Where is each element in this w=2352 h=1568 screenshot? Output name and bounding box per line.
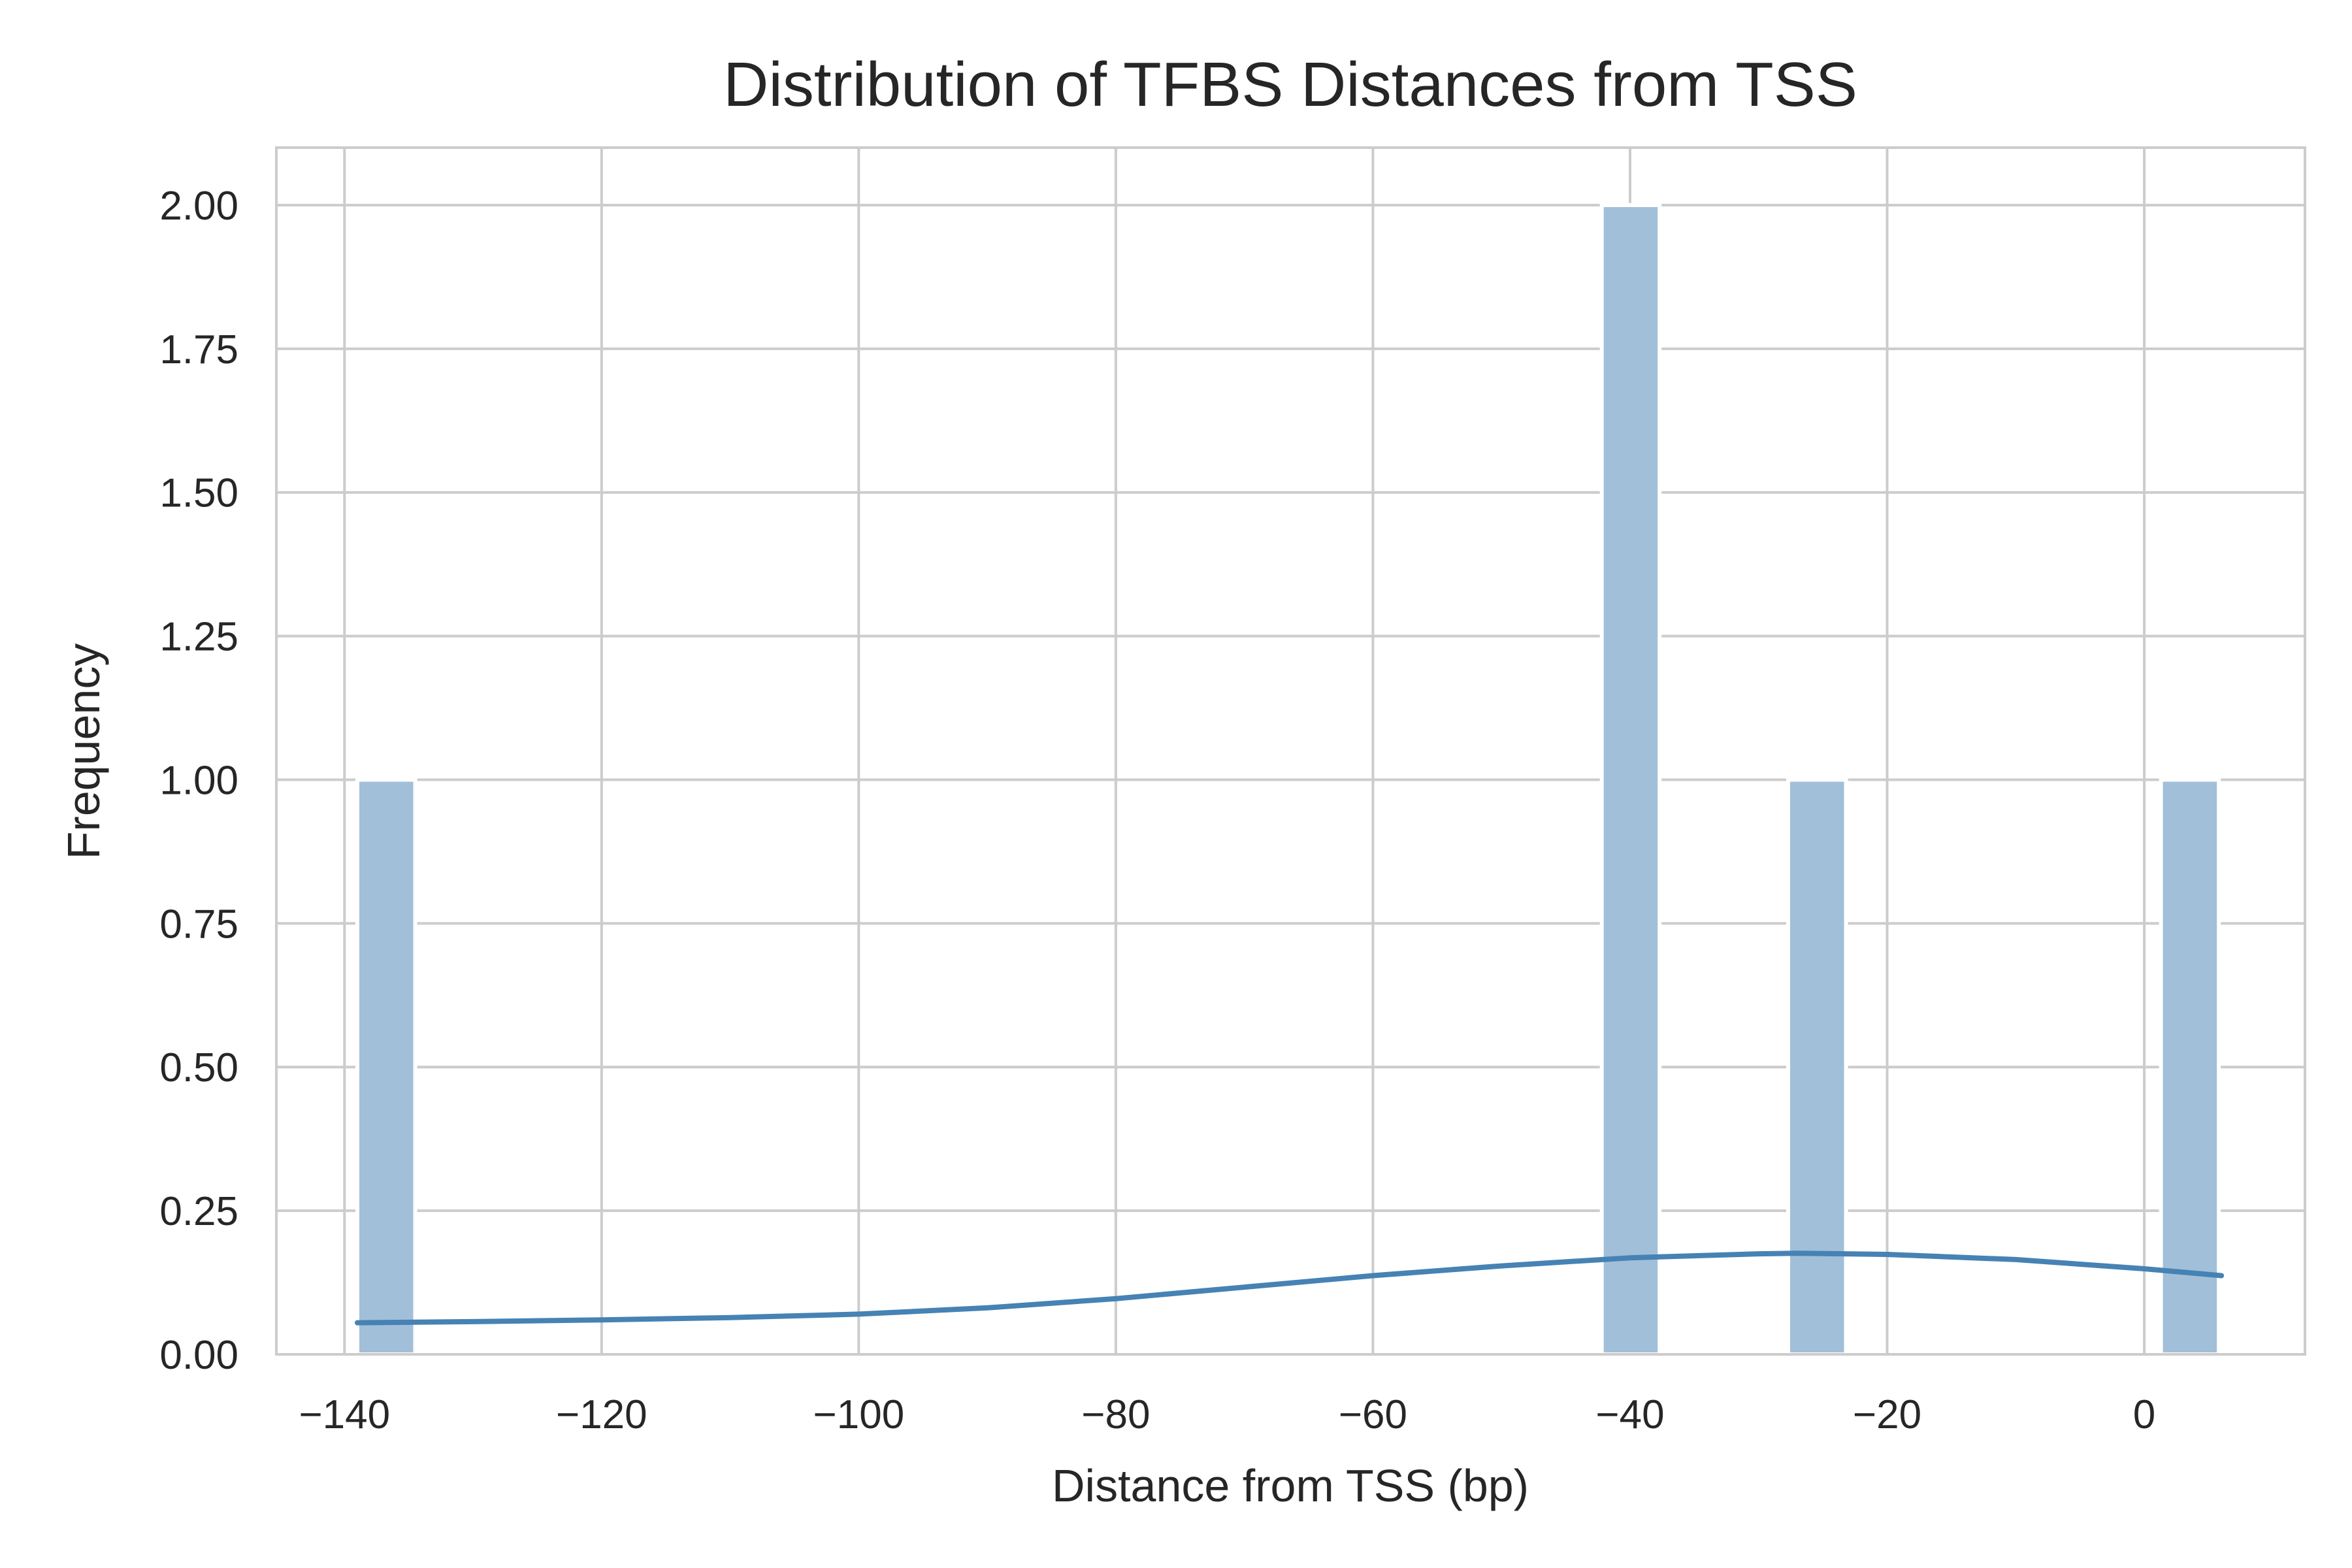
x-tick-labels: −140 −120 −100 −80 −60 −40 −20 0 <box>299 1392 2155 1437</box>
x-tick-label: −20 <box>1853 1392 1921 1437</box>
y-tick-label: 2.00 <box>159 184 238 229</box>
kde-line <box>355 1250 2225 1326</box>
y-tick-label: 0.50 <box>159 1045 238 1090</box>
y-tick-label: 0.00 <box>159 1333 238 1378</box>
x-axis-label: Distance from TSS (bp) <box>1052 1460 1529 1511</box>
y-tick-label: 1.00 <box>159 758 238 803</box>
histogram-bar <box>1599 203 1662 1356</box>
y-tick-label: 1.50 <box>159 471 238 516</box>
kde-curve-group <box>355 1250 2225 1326</box>
y-axis-label: Frequency <box>58 644 109 860</box>
x-tick-label: −140 <box>299 1392 390 1437</box>
histogram-bars <box>355 203 2221 1356</box>
y-tick-label: 1.25 <box>159 615 238 660</box>
histogram-bar <box>2159 777 2221 1356</box>
plot-frame <box>275 146 2306 1356</box>
histogram-bar <box>1786 777 1848 1356</box>
y-tick-label: 0.25 <box>159 1189 238 1234</box>
y-tick-label: 0.75 <box>159 902 238 947</box>
y-tick-labels: 0.00 0.25 0.50 0.75 1.00 1.25 1.50 1.75 2.00 <box>159 184 238 1378</box>
histogram-bar <box>355 777 417 1356</box>
x-tick-label: −60 <box>1339 1392 1407 1437</box>
y-tick-label: 1.75 <box>159 327 238 372</box>
chart-title: Distribution of TFBS Distances from TSS <box>723 50 1857 120</box>
x-tick-label: −100 <box>813 1392 905 1437</box>
x-tick-label: 0 <box>2133 1392 2155 1437</box>
x-tick-label: −40 <box>1595 1392 1664 1437</box>
x-tick-label: −120 <box>556 1392 647 1437</box>
x-tick-label: −80 <box>1081 1392 1150 1437</box>
